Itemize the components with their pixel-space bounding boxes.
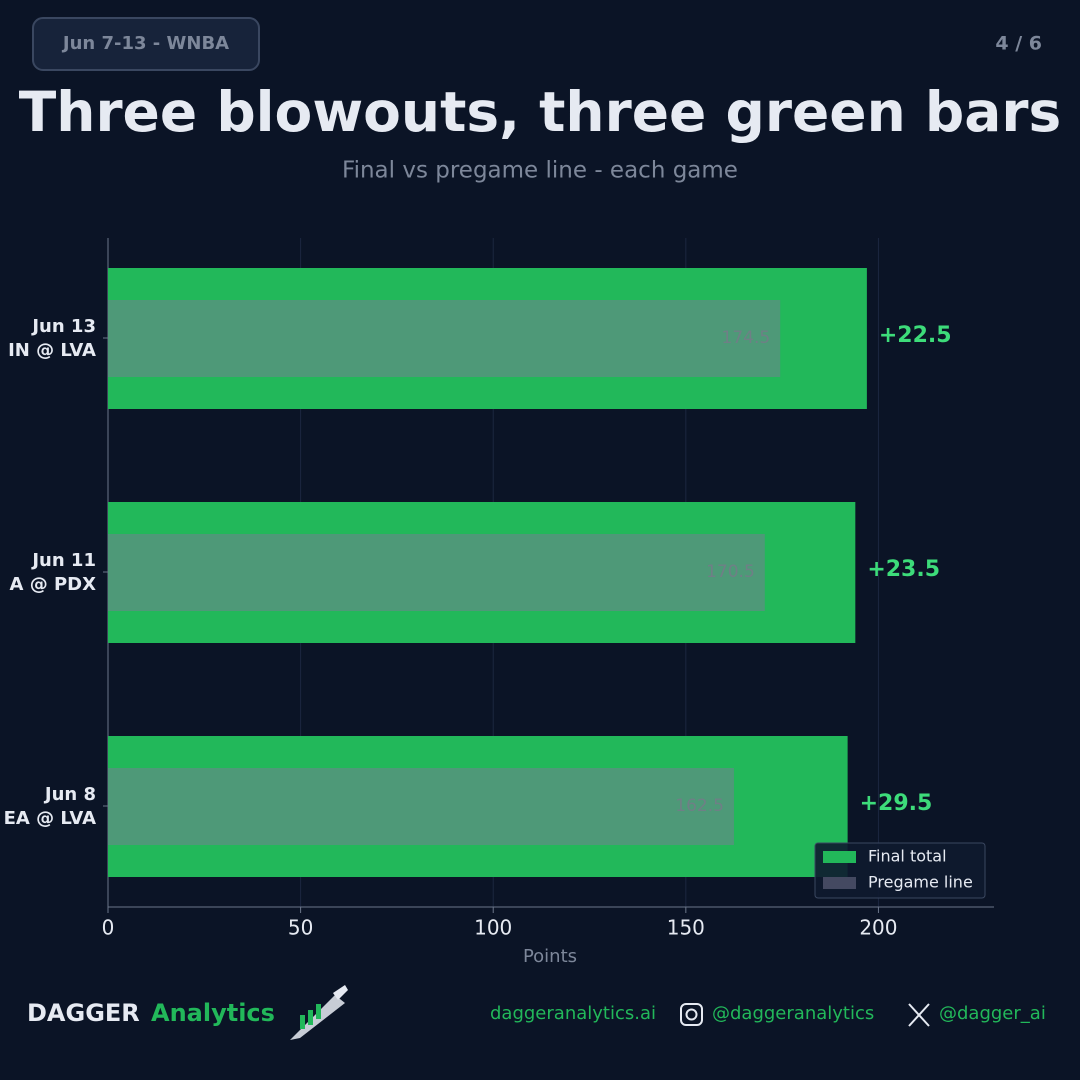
instagram-icon xyxy=(680,1003,703,1026)
difference-label: +29.5 xyxy=(860,791,933,816)
pregame-label: 174.5 xyxy=(722,328,771,348)
legend-swatch xyxy=(823,851,856,863)
badge xyxy=(32,17,260,71)
legend-label: Pregame line xyxy=(868,873,973,892)
x-tick-label: 150 xyxy=(667,916,705,940)
instagram-handle[interactable]: @daggeranalytics xyxy=(712,1003,874,1024)
x-tick-label: 0 xyxy=(102,916,115,940)
instagram-icon-lens xyxy=(685,1008,698,1021)
x-tick-label: 200 xyxy=(859,916,897,940)
logo-icon xyxy=(290,985,348,1040)
legend-box xyxy=(814,842,986,899)
website[interactable]: daggeranalytics.ai xyxy=(490,1003,656,1024)
bar-pregame xyxy=(108,300,781,377)
bar-pregame xyxy=(108,534,765,611)
difference-label: +23.5 xyxy=(867,557,940,582)
y-tick-sublabel: IN @ LVA xyxy=(8,340,96,361)
bar-pregame xyxy=(108,768,734,845)
badge-text: Jun 7-13 - WNBA xyxy=(61,33,229,54)
y-tick-label: Jun 11 xyxy=(30,550,96,571)
difference-label: +22.5 xyxy=(879,323,952,348)
x-tick-label: 50 xyxy=(288,916,313,940)
pregame-label: 170.5 xyxy=(706,562,755,582)
x-axis-label: Points xyxy=(523,946,577,967)
chart-title: Three blowouts, three green bars xyxy=(19,80,1061,144)
plot-area: 0 50 100 150 200 Jun 13 IN @ LVA 174.5 +22.5 Jun … xyxy=(4,238,994,940)
x-icon xyxy=(908,1003,930,1027)
legend-label: Final total xyxy=(868,847,947,866)
y-tick-sublabel: EA @ LVA xyxy=(4,808,96,829)
x-handle[interactable]: @dagger_ai xyxy=(939,1003,1046,1024)
pregame-label: 162.5 xyxy=(675,796,724,816)
y-tick-sublabel: A @ PDX xyxy=(10,574,97,595)
brand: DAGGER xyxy=(27,999,140,1027)
page-indicator: 4 / 6 xyxy=(995,33,1042,55)
x-tick-label: 100 xyxy=(474,916,512,940)
y-tick-label: Jun 13 xyxy=(30,316,96,337)
legend-swatch xyxy=(823,877,856,889)
brand-accent: Analytics xyxy=(151,999,275,1027)
chart-subtitle: Final vs pregame line - each game xyxy=(342,158,738,184)
y-tick-label: Jun 8 xyxy=(43,784,96,805)
